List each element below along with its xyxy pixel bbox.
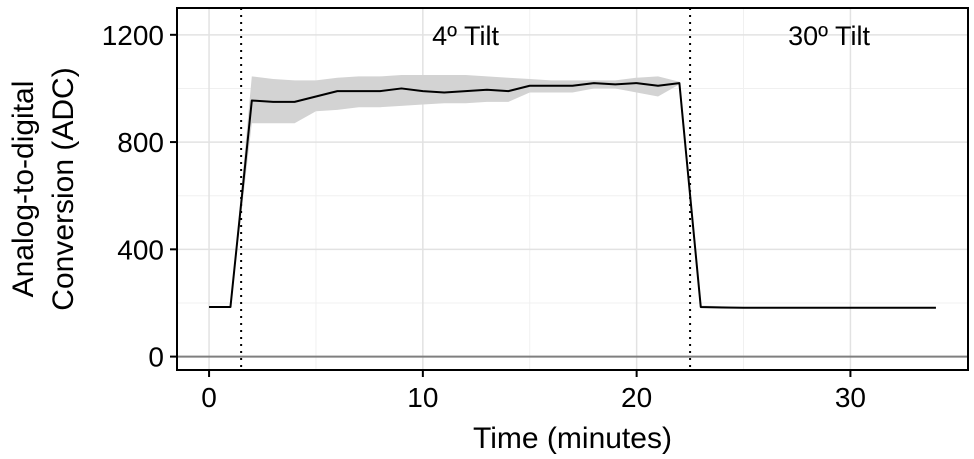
series-line <box>209 82 936 309</box>
grid-major <box>177 8 968 370</box>
y-axis-title-line-2: Conversion (ADC) <box>47 67 80 310</box>
tick-label-layer: 0 10 20 30 0 400 800 1200 <box>102 20 866 413</box>
annotation-label: 30º Tilt <box>788 21 870 51</box>
x-axis-title: Time (minutes) <box>473 422 672 455</box>
line-layer <box>209 82 936 309</box>
band-layer <box>209 75 936 309</box>
annotation-layer: 4º Tilt 30º Tilt <box>432 21 870 51</box>
y-axis-title-line-1: Analog-to-digital <box>7 81 40 298</box>
x-tick-label: 30 <box>835 382 866 413</box>
y-tick-label: 800 <box>117 127 164 158</box>
x-tick-label: 20 <box>621 382 652 413</box>
grid-minor <box>177 8 968 370</box>
y-tick-label: 0 <box>148 342 164 373</box>
x-tick-label: 0 <box>201 382 217 413</box>
y-tick-label: 1200 <box>102 20 164 51</box>
ticks-layer <box>170 33 852 377</box>
y-tick-label: 400 <box>117 234 164 265</box>
vline-layer <box>240 8 692 370</box>
annotation-label: 4º Tilt <box>432 21 499 51</box>
x-tick-label: 10 <box>407 382 438 413</box>
confidence-band <box>209 75 936 309</box>
panel-border <box>176 7 969 371</box>
